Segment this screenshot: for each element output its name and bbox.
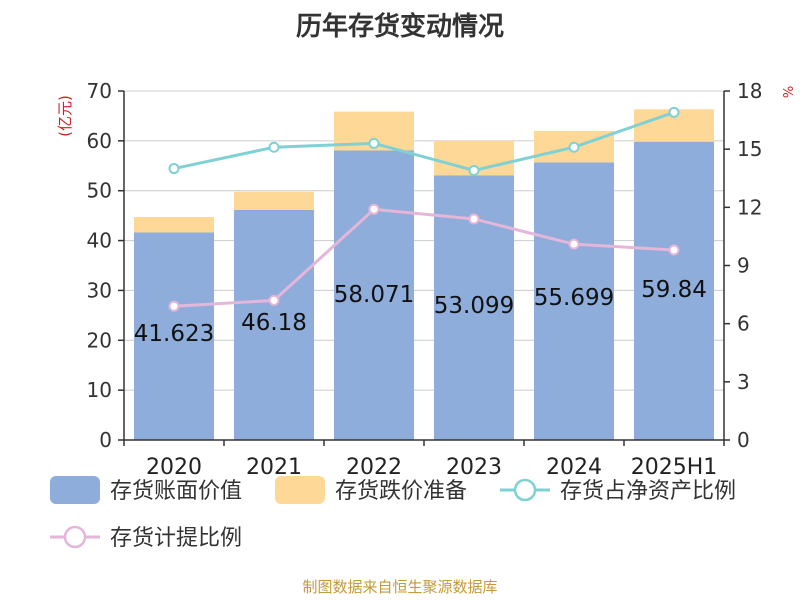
y-left-tick-label: 20 [87,328,112,352]
y-left-tick-label: 30 [87,278,112,302]
y-left-tick-label: 40 [87,229,112,253]
y-left-tick-label: 50 [87,179,112,203]
bar-inventory-impairment [134,217,214,233]
line-point [668,106,680,118]
y-right-tick-label: 18 [737,79,762,103]
line-point [268,294,280,306]
y-right-tick-label: 15 [737,137,762,161]
line-point [268,141,280,153]
bar-value-label: 53.099 [434,293,514,319]
legend-marker [513,478,537,502]
y-right-tick-label: 6 [737,312,750,336]
line-point [368,203,380,215]
y-right-tick-label: 0 [737,428,750,452]
line-point [568,238,580,250]
legend-swatch [50,476,100,504]
x-tick-label: 2022 [346,455,402,480]
bar-inventory-book-value [234,209,314,440]
y-right-tick-label: 3 [737,370,750,394]
line-provision-ratio [173,207,675,308]
line-point [668,244,680,256]
line-point [168,300,180,312]
x-tick-label: 2023 [446,455,502,480]
y-left-tick-label: 60 [87,129,112,153]
bar-series [134,109,714,441]
bar-inventory-book-value [134,232,214,440]
y-right-tick-label: 9 [737,254,750,278]
bar-value-label: 55.699 [534,285,614,311]
chart-title: 历年存货变动情况 [295,12,504,42]
y-left-tick-label: 70 [87,79,112,103]
bar-value-label: 59.84 [641,277,707,303]
x-tick-label: 2020 [146,455,202,480]
legend-label: 存货占净资产比例 [560,479,736,504]
bar-inventory-impairment [234,191,314,210]
legend-swatch [275,476,325,504]
y-right-tick-label: 12 [737,195,762,219]
axes: 0 10 20 30 40 50 60 70 0 3 6 9 12 15 18 2020 2021 2022 202… [56,79,797,480]
bar-inventory-book-value [634,141,714,441]
line-point [368,137,380,149]
data-labels: 41.623 46.18 58.071 53.099 55.699 59.84 [134,277,707,347]
bar-value-label: 41.623 [134,321,214,347]
bar-inventory-book-value [334,150,414,440]
line-point [468,164,480,176]
x-tick-label: 2021 [246,455,302,480]
line-point [468,213,480,225]
bar-value-label: 58.071 [334,282,414,308]
source-note: 制图数据来自恒生聚源数据库 [302,578,498,596]
legend-label: 存货计提比例 [110,526,242,551]
line-point [168,163,180,175]
y-left-axis-label: (亿元) [56,95,74,137]
bar-value-label: 46.18 [241,310,307,336]
legend-label: 存货跌价准备 [335,479,467,504]
y-right-axis-label: % [782,86,797,98]
bar-inventory-book-value [534,162,614,440]
x-tick-label: 2025H1 [631,455,718,480]
y-left-tick-label: 0 [99,428,112,452]
line-point [568,141,580,153]
y-left-tick-label: 10 [87,378,112,402]
legend-marker [63,525,87,549]
line-series [168,106,680,312]
x-tick-label: 2024 [546,455,602,480]
legend-label: 存货账面价值 [110,479,242,504]
line-inventory-to-net-assets [173,110,675,173]
